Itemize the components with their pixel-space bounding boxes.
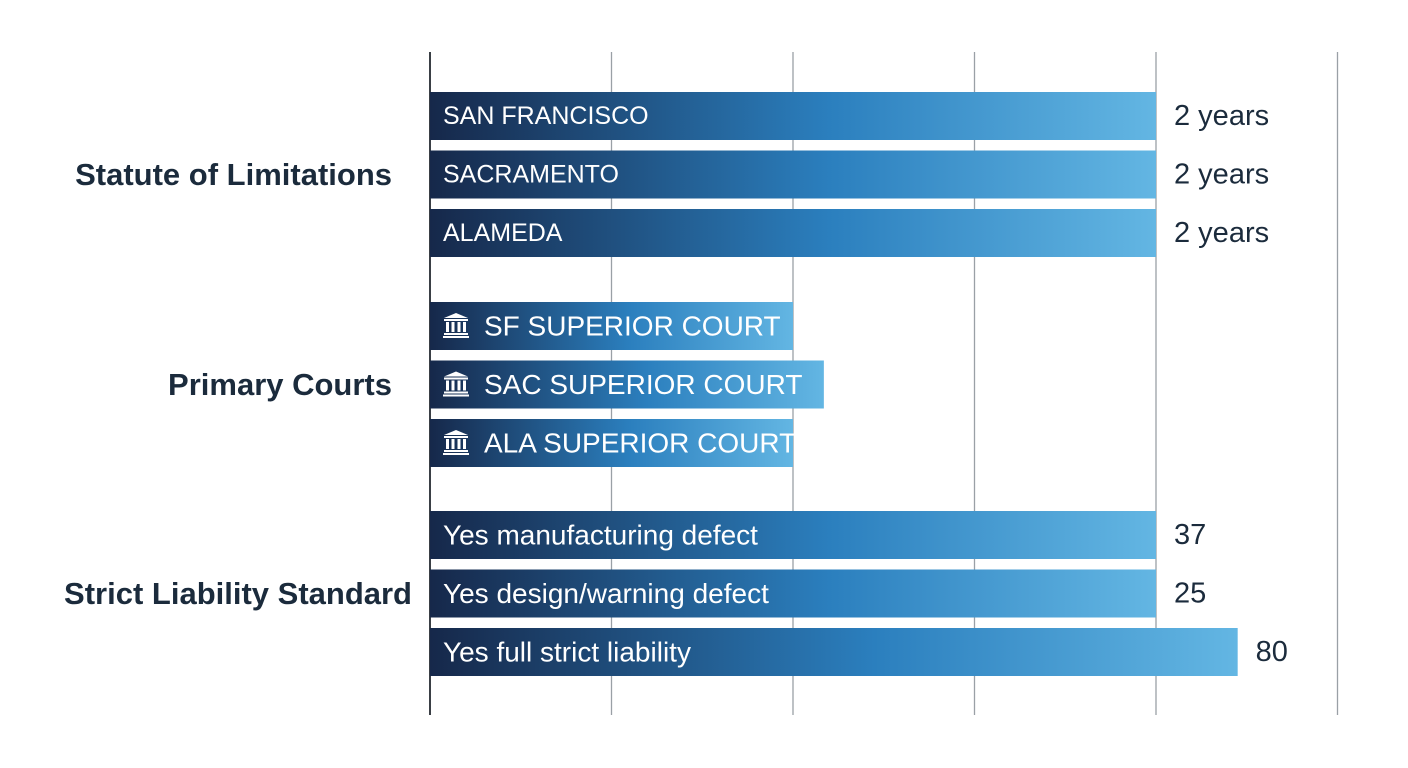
bar-label: Yes design/warning defect — [443, 578, 769, 609]
bar-label: SAN FRANCISCO — [443, 102, 649, 130]
data-label: 80 — [1256, 636, 1288, 668]
bar — [430, 419, 793, 467]
bar-layer — [430, 92, 1238, 676]
bar — [430, 511, 1156, 559]
bar-label: Yes manufacturing defect — [443, 520, 758, 551]
data-label: 2 years — [1174, 100, 1269, 132]
label-layer: Statute of Limitations SAN FRANCISCO 2 yea… — [64, 100, 1288, 668]
bar-label: SAC SUPERIOR COURT — [484, 369, 802, 400]
bar-label: ALAMEDA — [443, 219, 563, 247]
bar — [430, 209, 1156, 257]
bar — [430, 569, 1156, 618]
data-label: 2 years — [1174, 159, 1269, 191]
bar — [430, 150, 1156, 199]
bar-label: Yes full strict liability — [443, 637, 691, 668]
bar — [430, 628, 1238, 676]
data-label: 37 — [1174, 519, 1206, 551]
group-label: Primary Courts — [168, 367, 392, 402]
bar-label: SF SUPERIOR COURT — [484, 311, 781, 342]
data-label: 2 years — [1174, 217, 1269, 249]
bar — [430, 302, 793, 350]
bar-label: ALA SUPERIOR COURT — [484, 428, 796, 459]
bar — [430, 360, 824, 409]
bar-label: SACRAMENTO — [443, 161, 619, 189]
group-label: Statute of Limitations — [75, 157, 392, 192]
group-label: Strict Liability Standard — [64, 576, 412, 611]
bar — [430, 92, 1156, 140]
data-label: 25 — [1174, 578, 1206, 610]
